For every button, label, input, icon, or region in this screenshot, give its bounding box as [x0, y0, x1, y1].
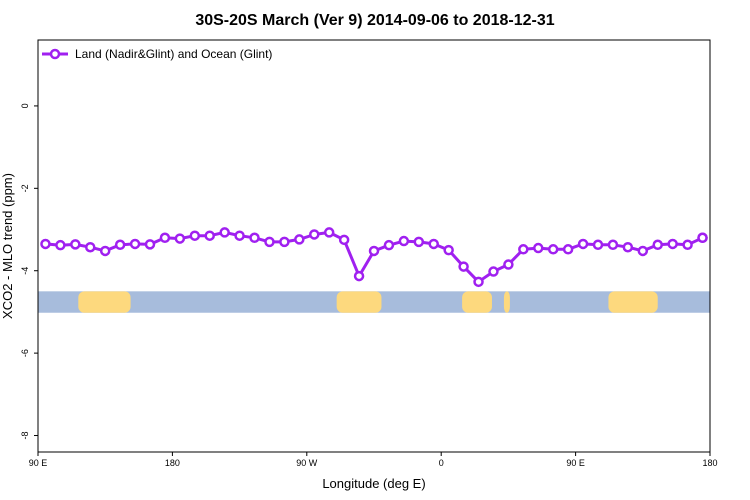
data-point [398, 235, 410, 247]
data-point [40, 238, 51, 250]
data-point [562, 244, 574, 255]
data-point [413, 236, 425, 248]
data-point [338, 234, 350, 246]
data-point [174, 233, 186, 244]
data-point [458, 261, 469, 272]
data-point [159, 232, 171, 244]
y-tick-label: 0 [20, 103, 30, 108]
land-segment [503, 291, 510, 313]
data-point [533, 242, 544, 254]
legend-entry-label: Land (Nadir&Glint) and Ocean (Glint) [75, 47, 272, 61]
x-tick-label: 90 E [566, 458, 585, 468]
data-point [667, 238, 678, 250]
data-point [114, 239, 126, 251]
data-point [55, 239, 66, 251]
x-axis-label: Longitude (deg E) [322, 476, 425, 491]
data-point [144, 239, 156, 250]
data-point [488, 266, 499, 277]
y-tick-label: -4 [20, 267, 30, 275]
data-point [622, 241, 634, 253]
data-point [279, 236, 290, 248]
data-point [383, 239, 395, 251]
data-point [234, 230, 245, 241]
y-axis: 0 -2 -4 -6 -8 [20, 103, 38, 440]
data-point [204, 230, 215, 241]
data-point [697, 232, 708, 244]
landmask-band [38, 291, 710, 313]
y-tick-label: -8 [20, 432, 30, 440]
data-point [99, 245, 111, 257]
data-point [682, 239, 693, 251]
y-tick-label: -2 [20, 184, 30, 192]
data-point [309, 229, 320, 240]
chart-title: 30S-20S March (Ver 9) 2014-09-06 to 2018… [195, 12, 554, 29]
x-tick-label: 90 E [29, 458, 48, 468]
x-tick-label: 0 [439, 458, 444, 468]
data-point [592, 239, 604, 251]
data-point [294, 234, 305, 245]
data-point [85, 241, 96, 253]
legend-marker [49, 48, 61, 60]
land-segment [336, 291, 382, 313]
data-point [577, 238, 589, 250]
data-point [129, 238, 141, 250]
data-point [473, 276, 484, 288]
land-segment [608, 291, 658, 313]
series-line [45, 230, 704, 284]
data-point [652, 239, 663, 251]
land-segment [462, 291, 492, 313]
x-tick-label: 180 [165, 458, 180, 468]
data-point [637, 245, 649, 257]
data-point [428, 238, 439, 250]
data-point [607, 239, 619, 251]
data-point [503, 259, 514, 270]
data-point [70, 239, 81, 250]
x-tick-label: 180 [702, 458, 717, 468]
data-point [323, 227, 335, 238]
x-tick-label: 90 W [296, 458, 318, 468]
data-point [518, 244, 529, 255]
data-point [249, 232, 260, 244]
series-layer [40, 227, 708, 288]
data-point [264, 236, 275, 248]
data-point [189, 230, 201, 241]
land-segment [78, 291, 131, 313]
y-tick-label: -6 [20, 349, 30, 357]
data-point [353, 270, 365, 282]
x-axis: 90 E 180 90 W 0 90 E 180 [29, 452, 718, 468]
data-point [443, 244, 454, 256]
data-point [368, 245, 380, 257]
legend: Land (Nadir&Glint) and Ocean (Glint) [42, 47, 272, 61]
data-point [547, 244, 559, 255]
data-point [219, 227, 230, 238]
plot-frame [37, 39, 711, 453]
y-axis-label: XCO2 - MLO trend (ppm) [0, 173, 15, 319]
